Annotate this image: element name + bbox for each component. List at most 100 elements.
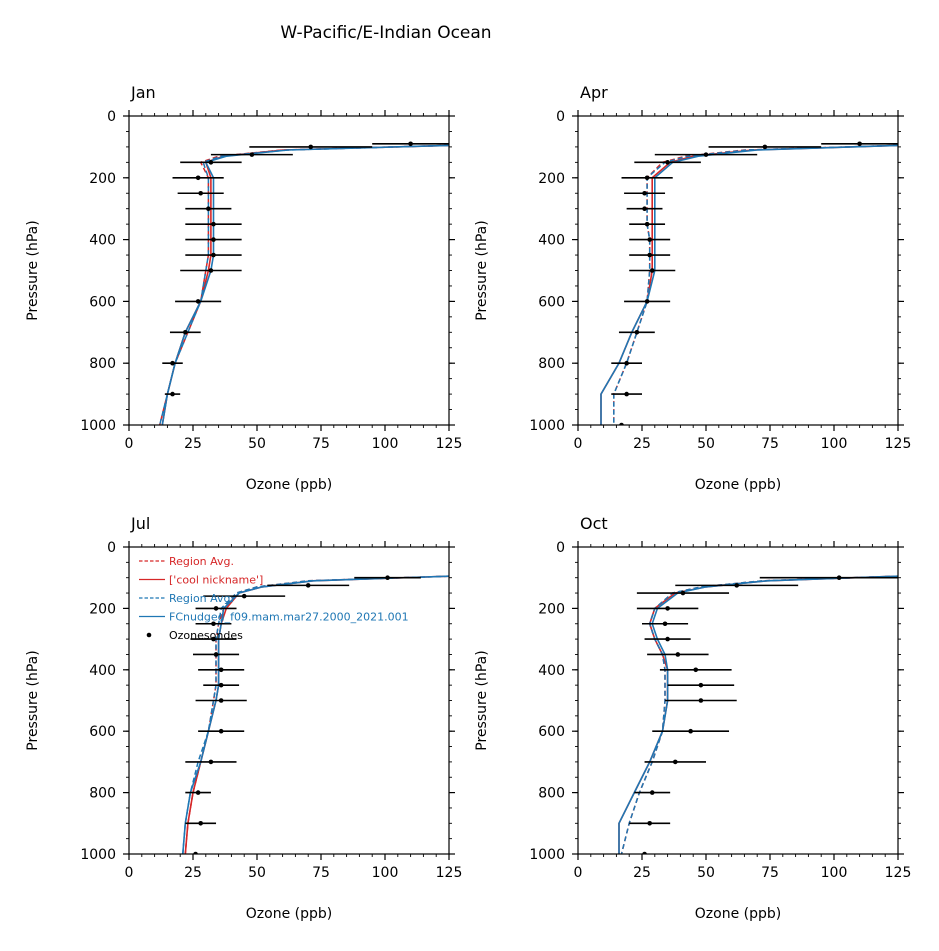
series-line-red_dashed	[620, 575, 898, 854]
ozonesonde-point	[762, 144, 768, 150]
y-axis-label: Pressure (hPa)	[25, 650, 41, 750]
x-tick-label: 100	[372, 436, 399, 452]
y-tick-label: 800	[538, 356, 565, 372]
ozonesonde-point	[241, 593, 247, 599]
x-tick-label: 0	[574, 436, 583, 452]
ozonesonde-point	[644, 175, 650, 181]
y-tick-label: 200	[538, 601, 565, 617]
x-tick-label: 100	[372, 865, 399, 881]
ozonesonde-point	[703, 152, 709, 157]
legend-label-red_solid: ['cool nickname']	[169, 574, 263, 587]
panel-jul: 0 25 50 75 100 125 0 200 400 600 800 1000 Jul Ozone (…	[25, 514, 462, 922]
series-line-blue_dashed	[158, 144, 449, 425]
y-tick-label: 0	[556, 540, 565, 556]
x-tick-label: 25	[184, 436, 202, 452]
y-tick-label: 200	[538, 171, 565, 187]
ozonesonde-point	[672, 759, 678, 765]
panel-title: Jan	[130, 83, 156, 102]
x-tick-label: 125	[436, 865, 463, 881]
y-tick-label: 600	[538, 294, 565, 310]
ozonesonde-point	[662, 621, 668, 627]
x-tick-label: 50	[697, 436, 715, 452]
ozonesonde-point	[208, 268, 214, 273]
x-axis-label: Ozone (ppb)	[695, 906, 781, 922]
panel-title: Apr	[580, 83, 608, 102]
legend-label-red_dashed: Region Avg.	[169, 555, 234, 568]
legend-label-ozonesondes: Ozonesondes	[169, 629, 243, 642]
y-tick-label: 600	[89, 294, 116, 310]
ozonesonde-point	[624, 391, 629, 397]
x-tick-label: 125	[885, 436, 912, 452]
panel-jan: 0 25 50 75 100 125 0 200 400 600 800 1000 Jan Ozone (…	[25, 83, 462, 493]
series-line-blue_solid	[161, 144, 449, 425]
y-tick-label: 400	[89, 663, 116, 679]
x-tick-label: 50	[248, 436, 266, 452]
ozonesonde-point	[211, 252, 216, 258]
ozonesonde-point	[198, 821, 203, 826]
ozonesonde-point	[408, 141, 413, 147]
ozonesonde-point	[698, 698, 704, 703]
series-line-red_solid	[618, 575, 898, 854]
ozonesonde-point	[305, 583, 311, 588]
ozonesonde-point	[198, 190, 203, 196]
ozonesonde-point	[385, 575, 390, 580]
ozonesonde-point	[211, 237, 216, 242]
y-tick-label: 1000	[529, 847, 565, 863]
ozonesonde-point	[218, 728, 224, 734]
x-tick-label: 75	[761, 865, 779, 881]
x-tick-label: 25	[184, 865, 202, 881]
series-line-red_dashed	[158, 144, 449, 425]
x-axis-label: Ozone (ppb)	[246, 477, 332, 493]
y-tick-label: 800	[538, 786, 565, 802]
y-tick-label: 1000	[80, 847, 116, 863]
legend-label-blue_solid: FCnudged_f09.mam.mar27.2000_2021.001	[169, 611, 409, 624]
y-tick-label: 600	[538, 724, 565, 740]
series-line-blue_solid	[618, 575, 898, 854]
y-tick-label: 800	[89, 356, 116, 372]
y-axis-label: Pressure (hPa)	[474, 220, 490, 320]
y-tick-label: 400	[538, 233, 565, 249]
x-tick-label: 125	[885, 865, 912, 881]
ozonesonde-point	[693, 667, 699, 673]
ozonesonde-point	[644, 299, 650, 304]
series-line-blue_dashed	[613, 144, 898, 425]
panel-plot-area	[600, 141, 898, 425]
series-line-red_dashed	[613, 144, 898, 425]
ozonesonde-point	[183, 330, 188, 335]
ozonesonde-point	[836, 575, 842, 580]
ozonesonde-point	[213, 606, 219, 611]
ozonesonde-point	[249, 152, 255, 157]
x-tick-label: 75	[312, 865, 330, 881]
ozonesonde-point	[665, 606, 670, 611]
ozonesonde-point	[647, 252, 652, 258]
figure-title: W-Pacific/E-Indian Ocean	[280, 23, 491, 43]
ozonesonde-point	[647, 821, 652, 826]
x-tick-label: 0	[574, 865, 583, 881]
x-axis-label: Ozone (ppb)	[246, 906, 332, 922]
x-tick-label: 75	[312, 436, 330, 452]
ozonesonde-point	[211, 221, 216, 227]
x-tick-label: 25	[633, 865, 651, 881]
x-tick-label: 100	[821, 436, 848, 452]
panel-title: Oct	[580, 514, 608, 533]
axes-frame	[577, 115, 899, 426]
ozonesonde-point	[649, 268, 655, 273]
ozonesonde-point	[195, 175, 201, 181]
ozonesonde-point	[734, 583, 740, 588]
ozonesonde-point	[195, 299, 201, 304]
legend: Region Avg. ['cool nickname'] Region Avg. F…	[139, 555, 409, 642]
y-tick-label: 200	[89, 601, 116, 617]
y-tick-label: 600	[89, 724, 116, 740]
ozonesonde-point	[208, 759, 214, 765]
ozonesonde-point	[624, 360, 629, 366]
ozonesonde-point	[634, 330, 640, 335]
panel-apr: 0 25 50 75 100 125 0 200 400 600 800 1000 Apr Ozone (…	[474, 83, 911, 493]
ozonesonde-point	[213, 652, 219, 657]
x-tick-label: 25	[633, 436, 651, 452]
x-tick-label: 0	[125, 436, 134, 452]
ozonesonde-point	[308, 144, 314, 150]
y-tick-label: 0	[556, 109, 565, 125]
ozonesonde-point	[649, 790, 655, 795]
ozonesonde-point	[675, 652, 681, 657]
